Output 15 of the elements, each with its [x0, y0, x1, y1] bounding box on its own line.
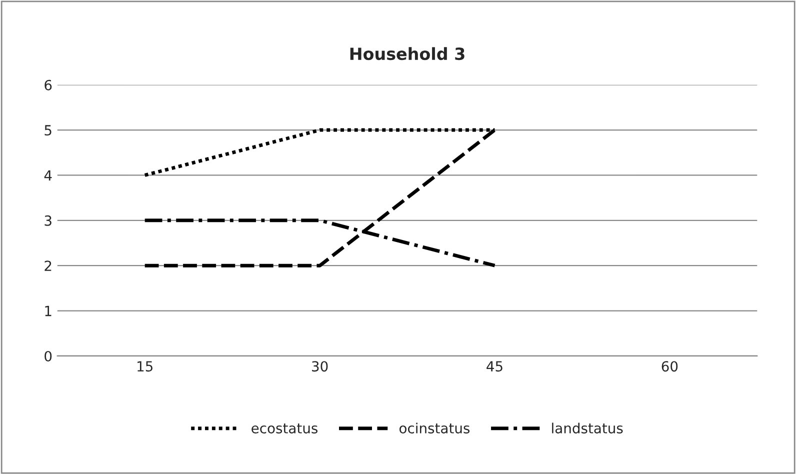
chart-title: Household 3 — [350, 47, 464, 60]
y-tick-label: 6 — [44, 80, 52, 90]
legend-label: ecostatus — [252, 424, 318, 434]
legend-label: landstatus — [552, 422, 623, 434]
x-tick-label: 30 — [312, 361, 328, 372]
y-tick-label: 1 — [45, 306, 52, 316]
legend-label: ocinstatus — [400, 422, 470, 434]
y-tick-label: 3 — [44, 215, 52, 226]
y-tick-label: 2 — [44, 260, 52, 271]
y-tick-label: 5 — [44, 125, 52, 136]
x-tick-label: 60 — [662, 361, 678, 372]
y-tick-label: 0 — [44, 350, 52, 362]
y-tick-label: 4 — [44, 170, 52, 180]
x-tick-label: 45 — [486, 361, 502, 372]
x-tick-label: 15 — [138, 361, 152, 372]
